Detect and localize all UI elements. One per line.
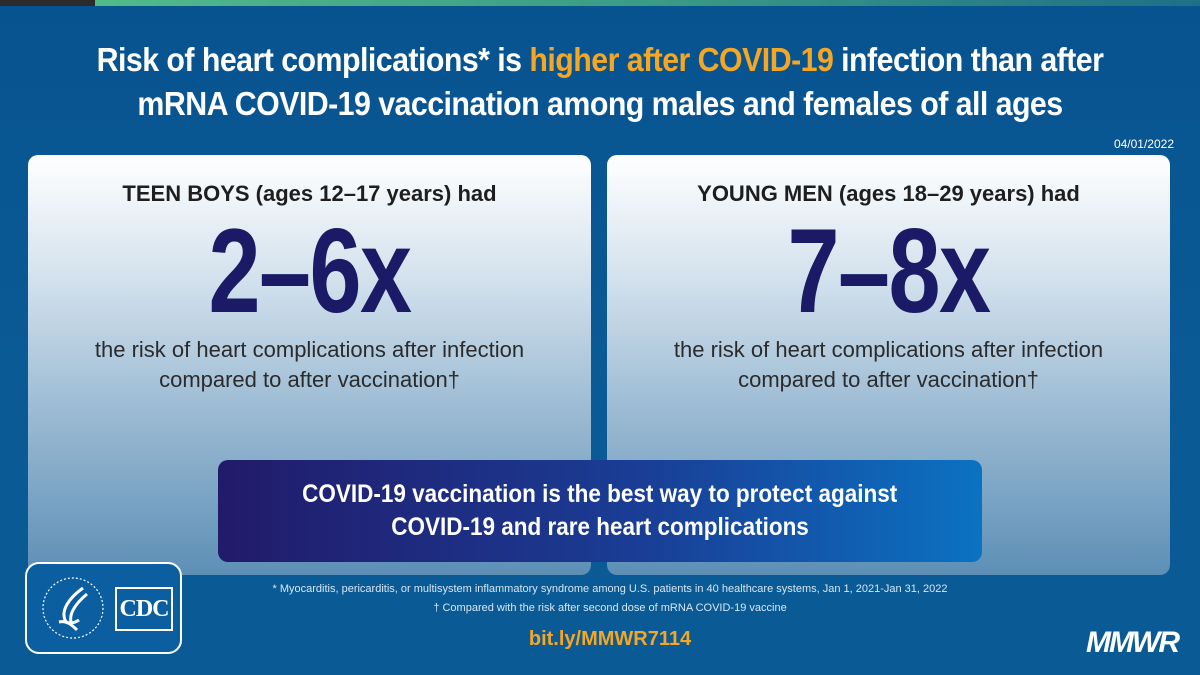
headline-line2: mRNA COVID-19 vaccination among males an… <box>137 85 1063 122</box>
hhs-eagle-icon <box>42 577 104 639</box>
footnote-dagger: † Compared with the risk after second do… <box>433 602 787 614</box>
hhs-cdc-logo: CDC <box>25 562 182 654</box>
panel-label: TEEN BOYS (ages 12–17 years) had <box>122 181 497 206</box>
panel-description: compared to after vaccination† <box>159 367 460 392</box>
panel-description: compared to after vaccination† <box>738 367 1039 392</box>
risk-multiplier: 2–6x <box>208 204 413 338</box>
risk-multiplier: 7–8x <box>787 204 992 338</box>
panel-description: the risk of heart complications after in… <box>94 337 525 362</box>
headline: Risk of heart complications* is higher a… <box>48 38 1152 126</box>
callout-text: COVID-19 and rare heart complications <box>391 513 809 541</box>
headline-text: infection than after <box>833 41 1104 78</box>
top-accent-dark <box>0 0 95 6</box>
panel-description: the risk of heart complications after in… <box>673 337 1104 362</box>
cdc-logo: CDC <box>115 587 173 631</box>
date: 04/01/2022 <box>1113 137 1174 151</box>
callout-text: COVID-19 vaccination is the best way to … <box>302 480 898 508</box>
headline-highlight: higher after COVID-19 <box>529 41 834 78</box>
top-accent-bar <box>0 0 1200 6</box>
mmwr-link[interactable]: bit.ly/MMWR7114 <box>528 628 692 650</box>
mmwr-logo: MMWR <box>1086 626 1180 659</box>
headline-text: Risk of heart complications* is <box>96 41 530 78</box>
footnote-asterisk: * Myocarditis, pericarditis, or multisys… <box>272 583 948 595</box>
panel-label: YOUNG MEN (ages 18–29 years) had <box>697 181 1080 206</box>
callout-banner: COVID-19 vaccination is the best way to … <box>218 460 982 562</box>
footnotes: * Myocarditis, pericarditis, or multisys… <box>220 580 1000 618</box>
